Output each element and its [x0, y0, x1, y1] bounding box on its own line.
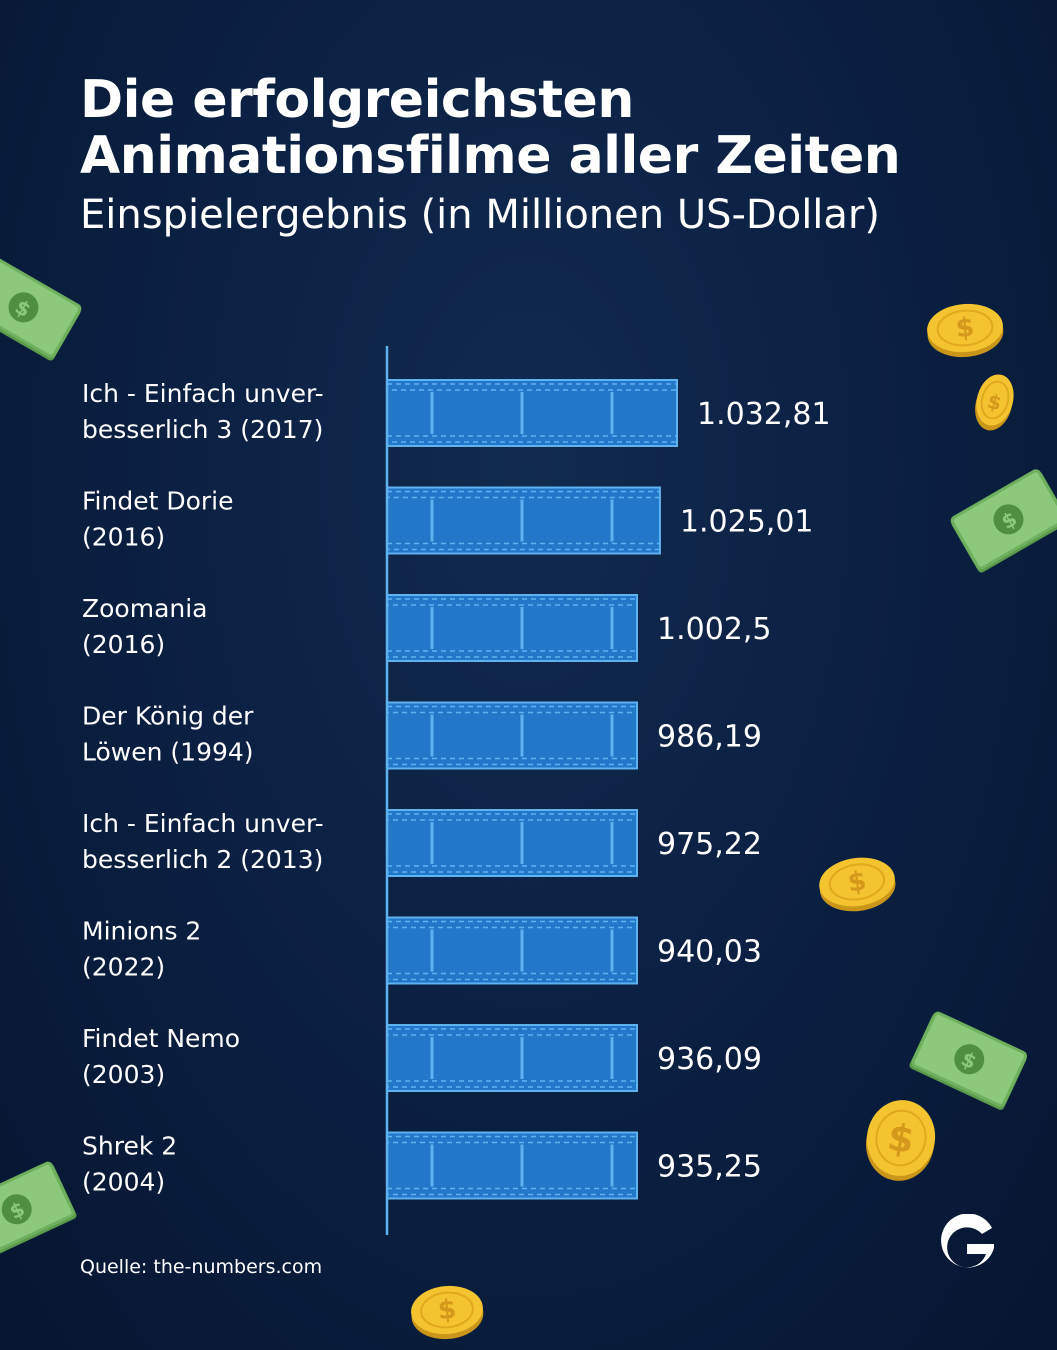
gold-coin-icon: $ — [927, 303, 1004, 358]
category-label: Findet Nemo (2003) — [82, 1024, 240, 1089]
coin-ring — [828, 863, 886, 901]
bar-8 — [386, 1131, 638, 1200]
value-label: 936,09 — [657, 1042, 762, 1077]
category-label: Findet Dorie (2016) — [82, 487, 234, 552]
dollar-bill-icon: $ — [950, 469, 1057, 573]
brand-logo-g-icon — [941, 1214, 994, 1268]
dollar-symbol: $ — [436, 1294, 457, 1326]
bill-seal — [954, 1044, 985, 1075]
gold-coin-icon: $ — [411, 1285, 484, 1340]
dollar-bill-icon: $ — [909, 1011, 1028, 1110]
coin-ring — [980, 380, 1010, 420]
coin-ring — [875, 1109, 927, 1167]
category-label: Ich - Einfach unver-besserlich 2 (2013) — [82, 809, 324, 874]
category-label: Zoomania (2016) — [82, 594, 208, 659]
bar-1 — [386, 379, 678, 447]
dollar-bill-icon: $ — [0, 1161, 77, 1260]
chart-title: Die erfolgreichsten Animationsfilme alle… — [80, 70, 901, 186]
coin-ring — [936, 309, 994, 347]
sprocket-strip — [386, 490, 661, 499]
bar-6 — [386, 916, 638, 985]
coin-face — [976, 374, 1014, 426]
gold-coin-icon: $ — [819, 857, 896, 912]
value-label: 975,22 — [657, 827, 762, 862]
dollar-symbol: $ — [846, 865, 869, 898]
category-label: Ich - Einfach unver-besserlich 3 (2017) — [82, 379, 324, 444]
coin-ring — [420, 1291, 474, 1329]
sprocket-strip — [386, 542, 661, 551]
bar-7 — [386, 1024, 638, 1092]
bars-group: 1.032,81 Ich - Einfach unver-besserlich 3… — [82, 379, 831, 1200]
bill-seal — [993, 504, 1024, 535]
bar-5 — [386, 809, 638, 877]
dollar-bill-icon: $ — [0, 257, 82, 361]
bar-rect — [386, 1024, 638, 1092]
dollar-symbol: $ — [954, 312, 975, 344]
value-label: 1.032,81 — [697, 397, 831, 432]
gold-coin-icon: $ — [975, 374, 1014, 431]
decorations: $$$$$$$$$ — [0, 257, 1057, 1340]
value-label: 1.025,01 — [680, 505, 814, 540]
dollar-symbol: $ — [985, 390, 1004, 416]
value-label: 986,19 — [657, 720, 762, 755]
bar-rect — [386, 809, 638, 877]
bar-2 — [386, 486, 661, 555]
category-label: Shrek 2 (2004) — [82, 1132, 177, 1197]
bill-seal — [8, 292, 39, 323]
value-label: 940,03 — [657, 935, 762, 970]
bar-3 — [386, 594, 638, 662]
bar-4 — [386, 701, 638, 770]
value-label: 1.002,5 — [657, 612, 772, 647]
value-label: 935,25 — [657, 1150, 762, 1185]
category-label: Der König der Löwen (1994) — [82, 702, 254, 767]
bill-seal — [1, 1194, 32, 1225]
category-label: Minions 2 (2022) — [82, 917, 201, 982]
gold-coin-icon: $ — [866, 1100, 936, 1181]
source-note: Quelle: the-numbers.com — [80, 1256, 323, 1278]
coin-face — [819, 857, 895, 907]
bar-rect — [386, 594, 638, 662]
chart-subtitle: Einspielergebnis (in Millionen US-Dollar… — [80, 192, 880, 238]
